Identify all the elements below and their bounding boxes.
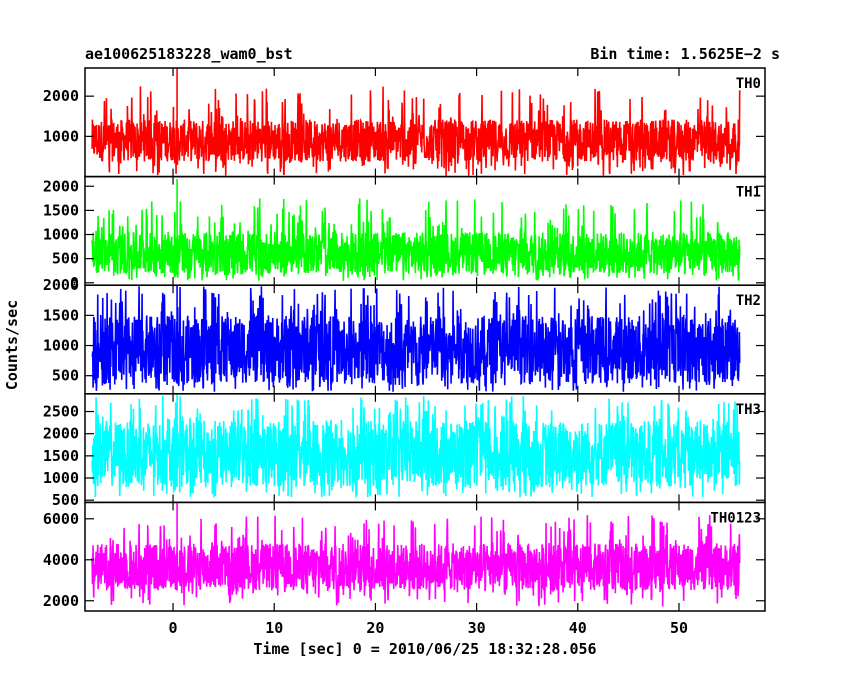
x-tick-label: 0 bbox=[169, 619, 178, 637]
x-tick-label: 10 bbox=[265, 619, 283, 637]
y-tick-label: 2000 bbox=[43, 177, 79, 195]
x-tick-label: 50 bbox=[670, 619, 688, 637]
y-tick-label: 1000 bbox=[43, 127, 79, 145]
y-tick-label: 1000 bbox=[43, 337, 79, 355]
panel-th1: 0 500 1000 1500 2000 TH1 bbox=[43, 175, 766, 292]
x-tick-label: 20 bbox=[366, 619, 384, 637]
y-tick-label: 500 bbox=[52, 491, 79, 509]
y-tick-label: 0 bbox=[70, 274, 79, 292]
y-tick-label: 2000 bbox=[43, 276, 79, 294]
panel-label-th0: TH0 bbox=[736, 76, 761, 92]
y-tick-label: 2500 bbox=[43, 403, 79, 421]
y-tick-label: 4000 bbox=[43, 551, 79, 569]
panel-th0: 1000 2000 TH0 bbox=[43, 67, 766, 178]
y-axis-label: Counts/sec bbox=[3, 300, 21, 390]
series-trace-th0123 bbox=[91, 502, 741, 607]
series-trace-th1 bbox=[91, 179, 741, 281]
bin-time-label: Bin time: 1.5625E−2 s bbox=[590, 45, 780, 63]
x-axis-label: Time [sec] 0 = 2010/06/25 18:32:28.056 bbox=[253, 640, 596, 658]
x-tick-label: 30 bbox=[468, 619, 486, 637]
panel-label-th2: TH2 bbox=[736, 293, 761, 309]
panels-group: 1000 2000 TH0 0 500 1000 1500 2000 TH1 500 1000 150… bbox=[43, 67, 766, 612]
y-tick-label: 1500 bbox=[43, 306, 79, 324]
x-tick-label: 40 bbox=[569, 619, 587, 637]
panel-label-th1: TH1 bbox=[736, 185, 761, 201]
y-tick-label: 1500 bbox=[43, 447, 79, 465]
y-tick-label: 1000 bbox=[43, 226, 79, 244]
y-tick-label: 2000 bbox=[43, 592, 79, 610]
y-tick-label: 1500 bbox=[43, 201, 79, 219]
panel-label-th0123: TH0123 bbox=[710, 510, 761, 526]
y-tick-label: 500 bbox=[52, 367, 79, 385]
y-tick-label: 2000 bbox=[43, 425, 79, 443]
y-tick-label: 6000 bbox=[43, 510, 79, 528]
series-trace-th2 bbox=[91, 285, 741, 392]
panel-frame bbox=[84, 501, 766, 612]
panel-th2: 500 1000 1500 2000 TH2 bbox=[43, 276, 766, 395]
series-trace-th0 bbox=[91, 68, 741, 176]
panel-th0123: 2000 4000 6000 TH0123 bbox=[43, 501, 766, 612]
panel-th3: 500 1000 1500 2000 2500 TH3 bbox=[43, 393, 766, 509]
chart-title: ae100625183228_wam0_bst bbox=[85, 45, 293, 63]
y-tick-label: 500 bbox=[52, 250, 79, 268]
y-tick-label: 2000 bbox=[43, 87, 79, 105]
panel-label-th3: TH3 bbox=[736, 402, 761, 418]
x-axis: 0 10 20 30 40 50 bbox=[169, 619, 688, 637]
y-tick-label: 1000 bbox=[43, 469, 79, 487]
series-trace-th3 bbox=[91, 393, 741, 498]
